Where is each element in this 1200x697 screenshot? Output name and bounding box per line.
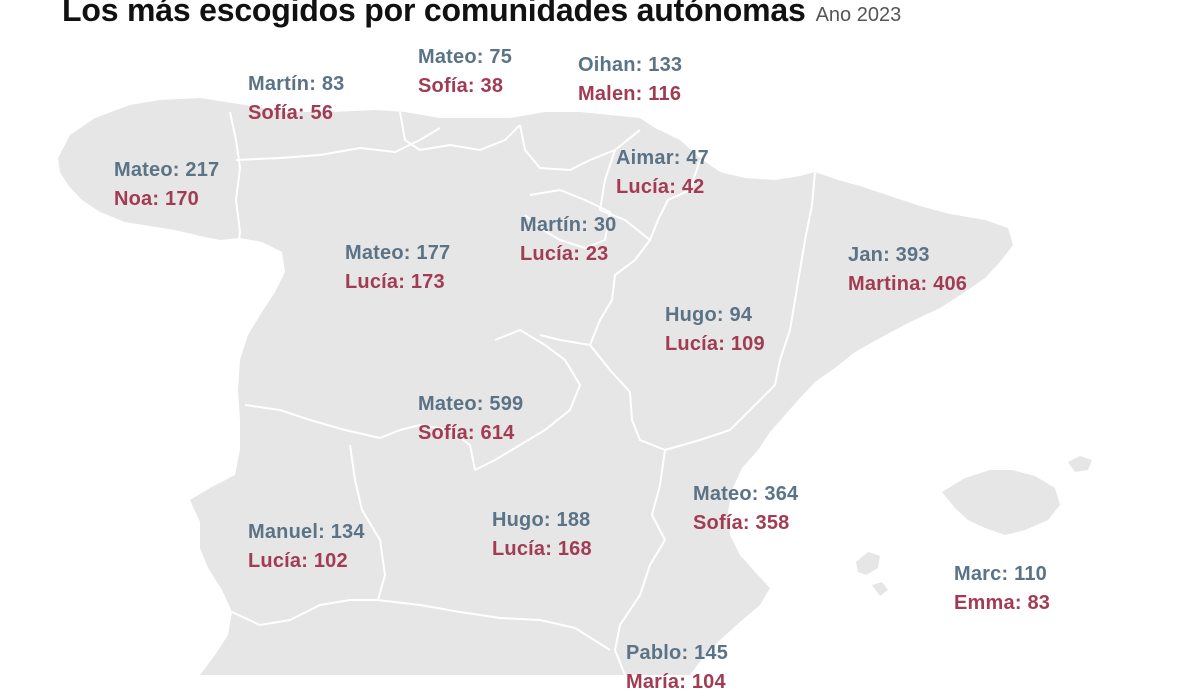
- map-subtitle: Ano 2023: [815, 4, 902, 26]
- top-boy-name: Mateo: 177: [345, 242, 451, 264]
- top-boy-name: Jan: 393: [848, 244, 930, 266]
- region-label-cantabria: Mateo: 75 Sofía: 38: [418, 43, 512, 101]
- border-cantabria: [399, 111, 521, 151]
- top-boy-name: Mateo: 599: [418, 393, 524, 415]
- top-boy-name: Mateo: 364: [693, 483, 799, 505]
- border-aragon-south: [589, 344, 761, 451]
- region-label-castilla-y-leon: Mateo: 177 Lucía: 173: [345, 239, 450, 297]
- top-boy-name: Mateo: 217: [114, 159, 220, 181]
- region-label-asturias: Martín: 83 Sofía: 56: [248, 70, 344, 128]
- top-boy-name: Hugo: 188: [492, 509, 591, 531]
- top-boy-name: Martín: 83: [248, 73, 345, 95]
- top-girl-name: Lucía: 23: [520, 243, 609, 265]
- region-label-la-rioja: Martín: 30 Lucía: 23: [520, 211, 616, 269]
- peninsula-shape: [58, 98, 1013, 675]
- top-girl-name: Lucía: 102: [248, 550, 348, 572]
- region-label-galicia: Mateo: 217 Noa: 170: [114, 156, 219, 214]
- region-label-madrid: Mateo: 599 Sofía: 614: [418, 390, 523, 448]
- border-andalucia: [377, 599, 611, 651]
- mallorca-shape: [942, 470, 1060, 535]
- top-girl-name: Lucía: 42: [616, 176, 705, 198]
- region-label-castilla-la-mancha: Hugo: 188 Lucía: 168: [492, 506, 592, 564]
- top-boy-name: Hugo: 94: [665, 304, 753, 326]
- menorca-shape: [1068, 456, 1092, 472]
- border-clm-val: [614, 449, 666, 675]
- top-girl-name: Sofía: 56: [248, 102, 334, 124]
- map-title: Los más escogidos por comunidades autóno…: [62, 0, 806, 28]
- border-rioja: [524, 189, 611, 249]
- region-label-navarra: Aimar: 47 Lucía: 42: [616, 144, 709, 202]
- border-galicia: [229, 111, 246, 283]
- top-boy-name: Pablo: 145: [626, 642, 729, 664]
- formentera-shape: [872, 582, 888, 596]
- border-asturias-cyl: [235, 127, 441, 161]
- region-label-pais-vasco: Oihan: 133 Malen: 116: [578, 51, 682, 109]
- top-girl-name: Sofía: 38: [418, 75, 504, 97]
- border-aragon-west: [539, 239, 651, 346]
- spain-map: [58, 98, 1092, 675]
- region-label-valencia: Mateo: 364 Sofía: 358: [693, 480, 798, 538]
- region-label-cataluna: Jan: 393 Martina: 406: [848, 241, 967, 299]
- top-boy-name: Aimar: 47: [616, 147, 709, 169]
- top-girl-name: Lucía: 173: [345, 271, 445, 293]
- top-boy-name: Mateo: 75: [418, 46, 513, 68]
- top-boy-name: Manuel: 134: [248, 521, 365, 543]
- region-label-murcia: Pablo: 145 María: 104: [626, 639, 728, 697]
- top-girl-name: Noa: 170: [114, 188, 199, 210]
- region-label-baleares: Marc: 110 Emma: 83: [954, 560, 1050, 618]
- top-girl-name: Malen: 116: [578, 83, 682, 105]
- top-girl-name: Lucía: 109: [665, 333, 765, 355]
- map-land: [58, 98, 1092, 675]
- region-label-extremadura: Manuel: 134 Lucía: 102: [248, 518, 365, 576]
- title-block: Los más escogidos por comunidades autóno…: [62, 0, 901, 29]
- top-boy-name: Martín: 30: [520, 214, 617, 236]
- top-girl-name: Lucía: 168: [492, 538, 592, 560]
- region-label-aragon: Hugo: 94 Lucía: 109: [665, 301, 765, 359]
- top-girl-name: Emma: 83: [954, 592, 1051, 614]
- top-girl-name: Sofía: 614: [418, 422, 515, 444]
- region-borders: [229, 111, 816, 675]
- top-boy-name: Marc: 110: [954, 563, 1047, 585]
- border-madrid: [379, 329, 581, 471]
- top-girl-name: Martina: 406: [848, 273, 968, 295]
- top-girl-name: María: 104: [626, 671, 726, 693]
- top-boy-name: Oihan: 133: [578, 54, 683, 76]
- ibiza-shape: [856, 552, 880, 575]
- top-girl-name: Sofía: 358: [693, 512, 790, 534]
- border-aragon-cat: [759, 171, 816, 401]
- border-cyl-south: [244, 404, 381, 439]
